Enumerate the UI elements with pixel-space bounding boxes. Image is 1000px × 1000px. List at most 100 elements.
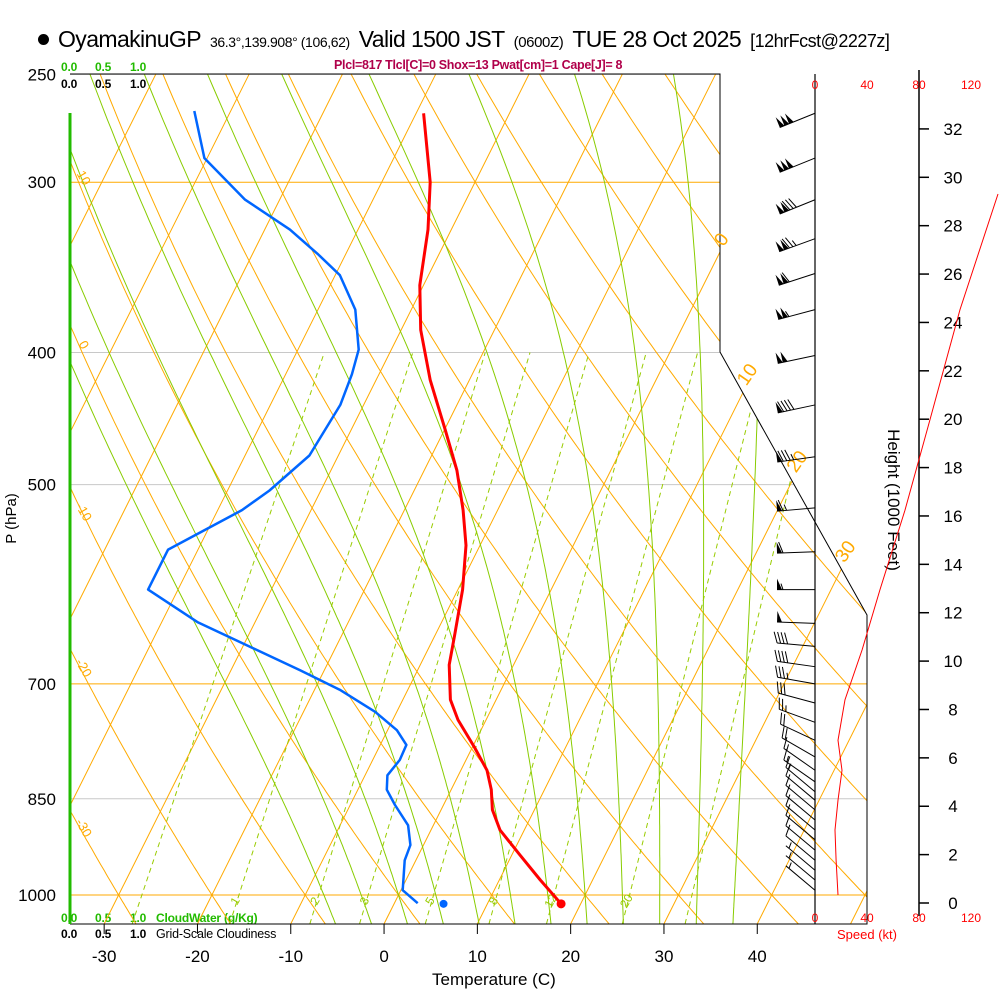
height-tick-label: 16 [944,507,963,526]
barb-half [788,852,792,859]
height-tick-label: 18 [944,459,963,478]
barb-half [788,862,792,869]
wind-barb [775,307,816,320]
dry-adiabat-line [70,74,515,924]
barb-full [783,713,786,726]
wind-barb [778,697,816,723]
moist-adiabat-line [70,74,408,924]
dry-adiabat-line [276,74,867,924]
barb-flag [780,273,789,284]
barb-half [791,240,797,246]
barb-flag [775,308,784,320]
speed-axis-label: Speed (kt) [837,927,897,942]
dry-adiabat-line [152,74,705,924]
height-tick-label: 14 [944,555,963,574]
wind-barb [785,824,816,861]
isotherm-line [570,74,867,924]
dry-adiabat-line [400,74,867,924]
barb-flag [780,239,789,250]
wind-barb [785,804,816,841]
wind-speed-line [834,193,999,896]
temperature-tick-label: -10 [278,947,303,966]
barb-flag [775,162,785,173]
barb-staff [785,865,816,891]
mixing-ratio-line [621,352,766,924]
wind-barb [777,578,815,591]
valid-date: TUE 28 Oct 2025 [572,26,742,52]
cloudiness-tick-bottom: 1.0 [130,927,147,941]
cloudiness-tick-top: 0.0 [61,77,78,91]
barb-staff [785,815,816,841]
height-tick-label: 10 [944,652,963,671]
barb-full [788,198,797,208]
barb-staff [785,835,816,861]
moist-adiabat-line [134,74,480,924]
wind-barb [785,784,816,821]
barb-full [780,450,788,461]
barb-full [784,449,791,461]
barb-half [783,504,788,511]
wind-barb [785,852,816,881]
wind-barb [775,237,816,253]
cloudwater-tick-top: 1.0 [130,60,147,74]
height-tick-label: 8 [948,700,957,719]
station-coords: 36.3°,139.908° (106,62) [209,34,350,50]
barb-staff [778,273,816,286]
temperature-line [418,113,563,905]
wind-barb [777,611,816,624]
barb-full [777,499,784,511]
speed-tick-label-bottom: 40 [860,911,874,925]
moist-adiabat-line [357,74,588,924]
isotherm-line [70,74,449,924]
dry-adiabat-line [70,74,232,924]
barb-staff [785,855,816,881]
height-tick-label: 20 [944,410,963,429]
height-tick-label: 32 [944,120,963,139]
wind-barb [773,631,816,647]
dry-adiabat-label: -30 [73,816,95,840]
isotherm-line [197,74,635,924]
height-tick-label: 22 [944,362,963,381]
barb-full [783,683,786,696]
barb-flag [784,113,794,124]
barb-full [773,631,778,644]
isotherm-label: 30 [831,537,860,566]
barb-full [784,728,788,740]
isotherm-line [756,74,867,924]
barb-full [785,794,791,806]
isotherm-line [70,74,262,924]
height-tick-label: 4 [948,797,957,816]
barb-staff [783,748,816,771]
barb-full [778,666,782,678]
barb-full [776,681,779,694]
temperature-tick-label: 0 [379,947,388,966]
height-tick-label: 26 [944,265,963,284]
barb-half [788,842,792,849]
mixing-ratio-label: 3 [357,894,373,907]
barb-staff [785,825,816,851]
speed-tick-label-bottom: 0 [812,911,819,925]
height-tick-label: 24 [944,313,963,332]
barb-staff [777,660,816,668]
cloudiness-label: Grid-Scale Cloudiness [156,927,277,941]
mixing-ratio-line [309,352,486,924]
barb-half [780,583,784,590]
cloudiness-tick-top: 0.5 [95,77,112,91]
dry-adiabat-line [338,74,867,924]
barb-staff [780,723,816,741]
utc-time: (0600Z) [513,34,564,51]
stability-indices: Plcl=817 Tlcl[C]=0 Shox=13 Pwat[cm]=1 Ca… [334,58,623,72]
height-tick-label: 30 [944,168,963,187]
wind-barbs [773,112,816,891]
wind-barb [785,756,816,793]
wind-barb [776,681,816,704]
barb-flag [784,158,794,169]
surface-temperature-dot [556,899,566,909]
mixing-ratio-line [229,352,414,924]
wind-barb [776,499,816,512]
barb-half [785,311,790,317]
wind-barb [775,399,816,414]
barb-full [780,400,788,412]
barb-full [780,682,783,695]
barb-full [774,649,778,662]
